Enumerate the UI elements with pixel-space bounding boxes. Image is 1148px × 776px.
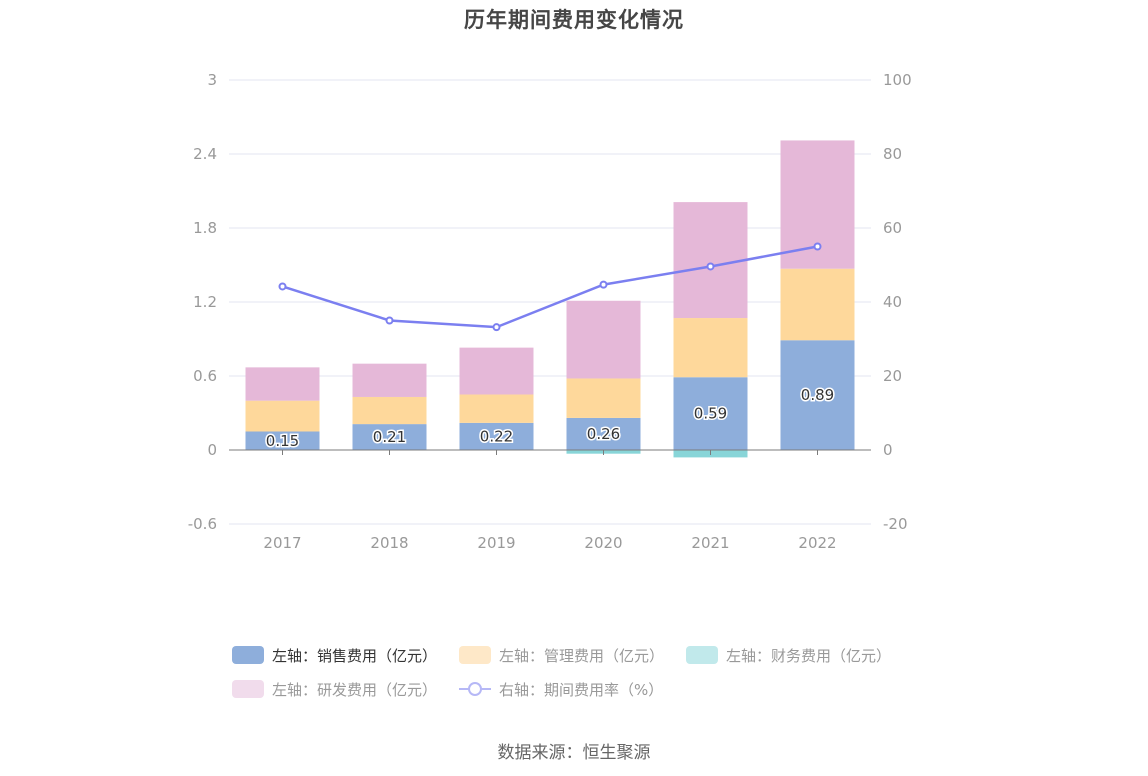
left-axis-tick-label: -0.6 xyxy=(188,515,217,533)
bar-sales xyxy=(780,340,855,450)
bar-rd xyxy=(673,202,748,319)
right-axis-tick-label: 40 xyxy=(883,293,902,311)
legend-line-marker-icon xyxy=(459,680,492,698)
bar-mgmt xyxy=(352,396,427,425)
legend-row-2: 左轴：研发费用（亿元） 右轴：期间费用率（%） xyxy=(232,672,932,706)
bar-value-label: 0.15 xyxy=(266,432,299,450)
bar-sales xyxy=(352,424,427,450)
legend-item-sales[interactable]: 左轴：销售费用（亿元） xyxy=(232,645,437,666)
right-axis-tick-label: 60 xyxy=(883,219,902,237)
x-axis-tick-label: 2018 xyxy=(370,534,408,552)
legend-item-rate[interactable]: 右轴：期间费用率（%） xyxy=(459,679,663,700)
chart-title: 历年期间费用变化情况 xyxy=(464,8,684,32)
bar-sales xyxy=(566,417,641,450)
x-axis-tick-label: 2022 xyxy=(798,534,836,552)
bar-value-label: 0.59 xyxy=(694,405,727,423)
bar-value-label: 0.21 xyxy=(373,428,406,446)
line-point xyxy=(492,323,501,332)
right-axis-tick-label: 80 xyxy=(883,145,902,163)
legend-label-sales: 左轴：销售费用（亿元） xyxy=(272,646,438,665)
legend-swatch-finance xyxy=(686,646,719,664)
chart-canvas: -0.6 0 0.6 1.2 1.8 2.4 3 -20 0 20 40 60 80 100 2017 201… xyxy=(188,71,912,552)
left-axis-tick-label: 3 xyxy=(207,71,217,89)
bar-sales xyxy=(459,422,534,450)
left-axis-tick-label: 1.2 xyxy=(193,293,217,311)
x-axis-tick-label: 2019 xyxy=(477,534,515,552)
legend-label-mgmt: 左轴：管理费用（亿元） xyxy=(499,646,665,665)
bar-mgmt xyxy=(459,394,534,423)
bar-value-label: 0.89 xyxy=(801,386,834,404)
line-point xyxy=(599,280,608,289)
legend-row-1: 左轴：销售费用（亿元） 左轴：管理费用（亿元） 左轴：财务费用（亿元） xyxy=(232,638,932,672)
x-axis-tick-label: 2017 xyxy=(263,534,301,552)
left-axis-tick-label: 2.4 xyxy=(193,145,217,163)
bar-mgmt xyxy=(780,268,855,341)
bar-sales xyxy=(673,377,748,450)
legend-label-rate: 右轴：期间费用率（%） xyxy=(499,680,664,699)
bar-mgmt xyxy=(673,318,748,378)
data-source: 数据来源：恒生聚源 xyxy=(497,743,651,763)
legend-swatch-mgmt xyxy=(459,646,492,664)
left-axis-tick-label: 1.8 xyxy=(193,219,217,237)
right-axis-tick-label: 0 xyxy=(883,441,893,459)
bar-rd xyxy=(245,367,320,401)
bar-sales xyxy=(245,431,320,450)
right-axis-tick-label: -20 xyxy=(883,515,908,533)
bar-mgmt xyxy=(566,378,641,418)
bar-value-label: 0.22 xyxy=(480,427,513,445)
bar-rd xyxy=(352,363,427,397)
bar-rd xyxy=(566,300,641,379)
line-point xyxy=(706,262,715,271)
right-axis-tick-label: 20 xyxy=(883,367,902,385)
line-rate xyxy=(282,245,818,329)
legend-item-mgmt[interactable]: 左轴：管理费用（亿元） xyxy=(459,645,664,666)
x-axis-tick-label: 2020 xyxy=(584,534,622,552)
bar-mgmt xyxy=(245,400,320,432)
bar-rd xyxy=(459,347,534,395)
line-point xyxy=(278,282,287,291)
x-axis-tick-label: 2021 xyxy=(691,534,729,552)
legend: 左轴：销售费用（亿元） 左轴：管理费用（亿元） 左轴：财务费用（亿元） 左轴：研… xyxy=(232,638,932,706)
legend-swatch-sales xyxy=(232,646,264,664)
legend-item-rd[interactable]: 左轴：研发费用（亿元） xyxy=(232,679,437,700)
bar-value-label: 0.26 xyxy=(587,425,620,443)
legend-label-rd: 左轴：研发费用（亿元） xyxy=(272,680,438,699)
left-axis-tick-label: 0.6 xyxy=(193,367,217,385)
legend-item-finance[interactable]: 左轴：财务费用（亿元） xyxy=(686,645,891,666)
line-point xyxy=(385,316,394,325)
right-axis-tick-label: 100 xyxy=(883,71,912,89)
line-point xyxy=(813,242,822,251)
left-axis-tick-label: 0 xyxy=(207,441,217,459)
legend-swatch-rd xyxy=(232,680,264,698)
legend-label-finance: 左轴：财务费用（亿元） xyxy=(726,646,892,665)
